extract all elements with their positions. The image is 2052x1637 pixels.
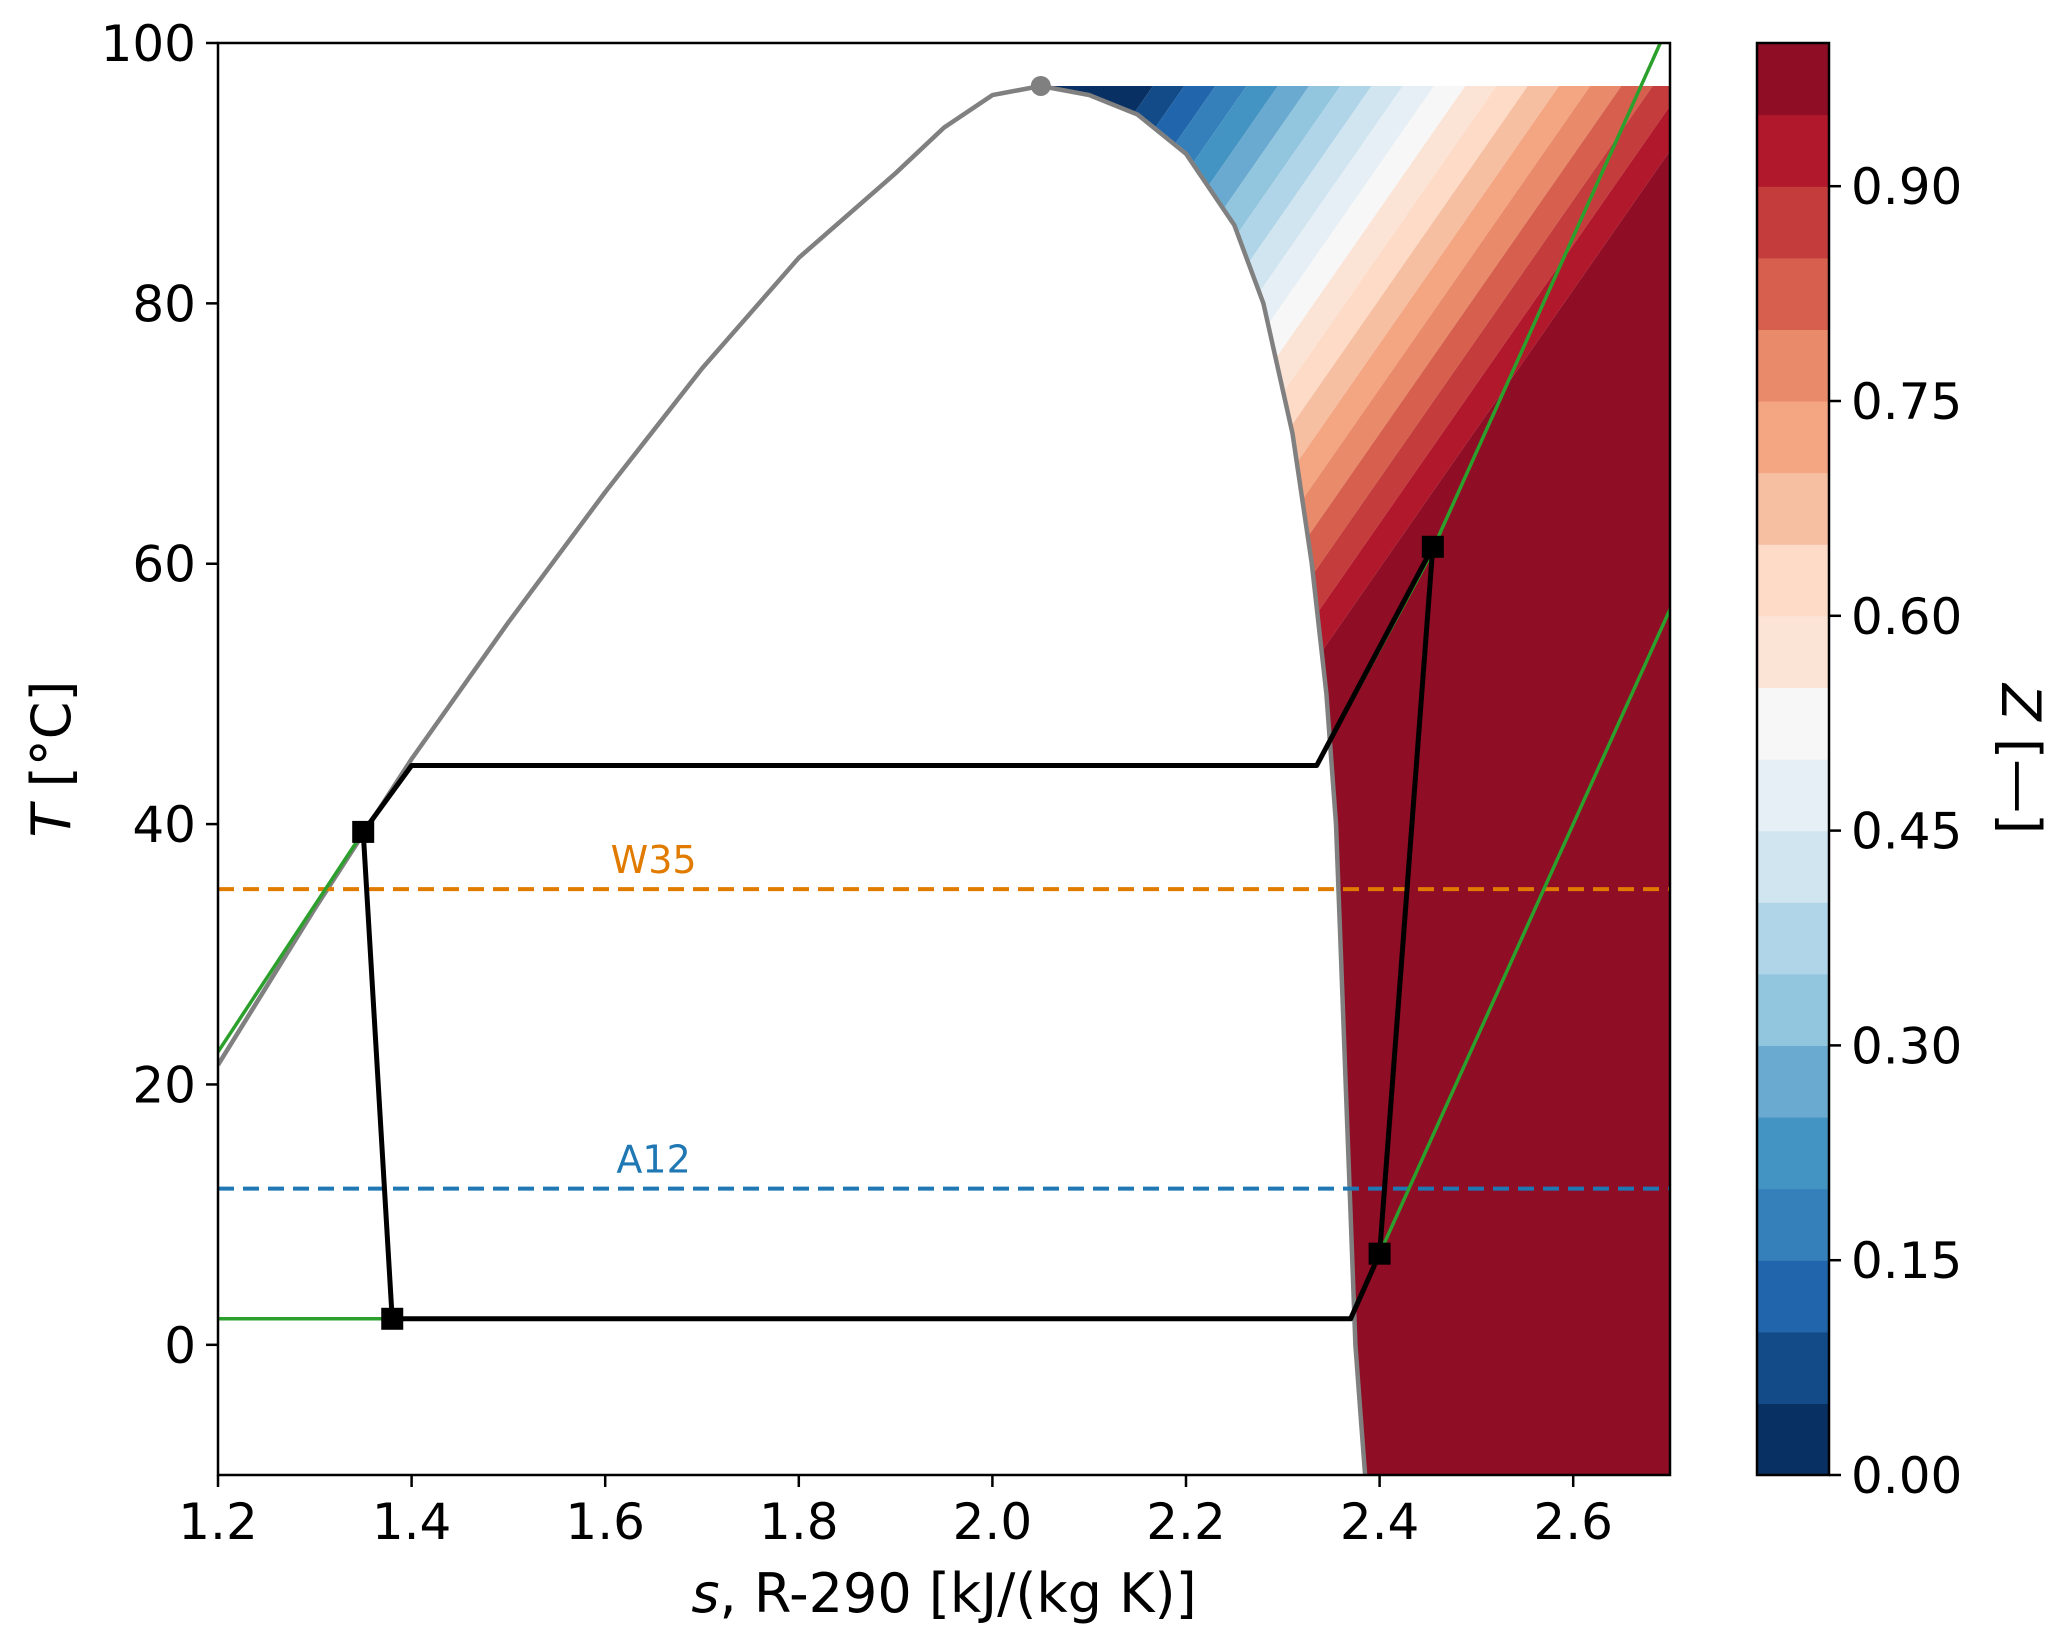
contour-band	[1040, 86, 1670, 1475]
colorbar-band	[1757, 43, 1829, 116]
y-tick-label: 20	[132, 1056, 196, 1114]
reference-label-w35: W35	[611, 838, 697, 882]
cycle-state-marker	[352, 820, 375, 843]
x-tick-label: 2.4	[1340, 1493, 1420, 1551]
contour-band	[1040, 86, 1291, 1475]
cycle-line	[360, 544, 1436, 1322]
colorbar-band	[1757, 1188, 1829, 1261]
contour-bands	[1040, 86, 1670, 1475]
critical-point-marker	[1030, 75, 1051, 96]
colorbar-band	[1757, 759, 1829, 832]
x-tick-label: 1.8	[759, 1493, 839, 1551]
x-tick-label: 2.0	[953, 1493, 1033, 1551]
colorbar-tick-label: 0.30	[1851, 1017, 1962, 1075]
colorbar-band	[1757, 615, 1829, 688]
colorbar-band	[1757, 1045, 1829, 1118]
colorbar-band	[1757, 544, 1829, 617]
colorbar-band	[1757, 902, 1829, 975]
colorbar	[1755, 41, 1831, 1477]
cycle-state-marker	[1368, 1242, 1391, 1265]
colorbar-band	[1757, 973, 1829, 1046]
x-axis-label: s, R-290 [kJ/(kg K)]	[691, 1562, 1196, 1625]
cycle-state-marker	[1421, 535, 1444, 558]
contour-band	[1040, 86, 1385, 1475]
contour-band	[1040, 86, 1260, 1475]
y-tick-label: 60	[132, 536, 196, 594]
colorbar-tick-label: 0.00	[1851, 1447, 1962, 1505]
x-axis: 1.2 1.4 1.6 1.8 2.0 2.2 2.4 2.6	[178, 1475, 1613, 1551]
colorbar-band	[1757, 329, 1829, 402]
colorbar-band	[1757, 1117, 1829, 1190]
y-tick-label: 80	[132, 275, 196, 333]
colorbar-band	[1757, 1260, 1829, 1333]
saturation-curve	[218, 83, 1368, 1475]
x-tick-label: 2.2	[1146, 1493, 1226, 1551]
series-lines	[218, 43, 1670, 1322]
cycle-state-marker	[381, 1307, 404, 1330]
y-axis: 0 20 40 60 80 100	[101, 15, 218, 1375]
saturation-dome	[218, 83, 1368, 1475]
contour-band	[1040, 86, 1229, 1475]
x-tick-label: 1.2	[178, 1493, 258, 1551]
contour-band	[1040, 86, 1572, 1475]
reference-lines: W35 A12	[218, 838, 1670, 1191]
y-tick-label: 0	[164, 1317, 196, 1375]
colorbar-tick-label: 0.45	[1851, 803, 1962, 861]
colorbar-frame	[1755, 41, 1831, 1477]
x-tick-label: 1.6	[565, 1493, 645, 1551]
colorbar-band	[1757, 472, 1829, 545]
x-tick-label: 2.6	[1533, 1493, 1613, 1551]
z-contour-fill	[1040, 86, 1670, 1475]
colorbar-band	[1757, 1331, 1829, 1404]
x-tick-label: 1.4	[372, 1493, 452, 1551]
contour-band	[1040, 86, 1322, 1475]
colorbar-band	[1757, 1403, 1829, 1476]
colorbar-band	[1757, 401, 1829, 474]
colorbar-band	[1757, 257, 1829, 330]
colorbar-tick-label: 0.60	[1851, 588, 1962, 646]
reference-label-a12: A12	[616, 1138, 690, 1182]
colorbar-label: Z [—]	[1989, 682, 2052, 834]
colorbar-band	[1757, 114, 1829, 187]
colorbar-band	[1757, 830, 1829, 903]
colorbar-tick-label: 0.90	[1851, 158, 1962, 216]
y-tick-label: 40	[132, 796, 196, 854]
colorbar-band	[1757, 186, 1829, 259]
colorbar-tick-label: 0.75	[1851, 373, 1962, 431]
colorbar-ticks: 0.00 0.15 0.30 0.45 0.60 0.75 0.90	[1829, 158, 1962, 1505]
y-axis-label: T [°C]	[20, 680, 83, 837]
colorbar-band	[1757, 687, 1829, 760]
y-tick-label: 100	[101, 15, 196, 73]
plot-frame	[216, 41, 1672, 1477]
colorbar-tick-label: 0.15	[1851, 1232, 1962, 1290]
cycle-markers	[352, 75, 1444, 1330]
